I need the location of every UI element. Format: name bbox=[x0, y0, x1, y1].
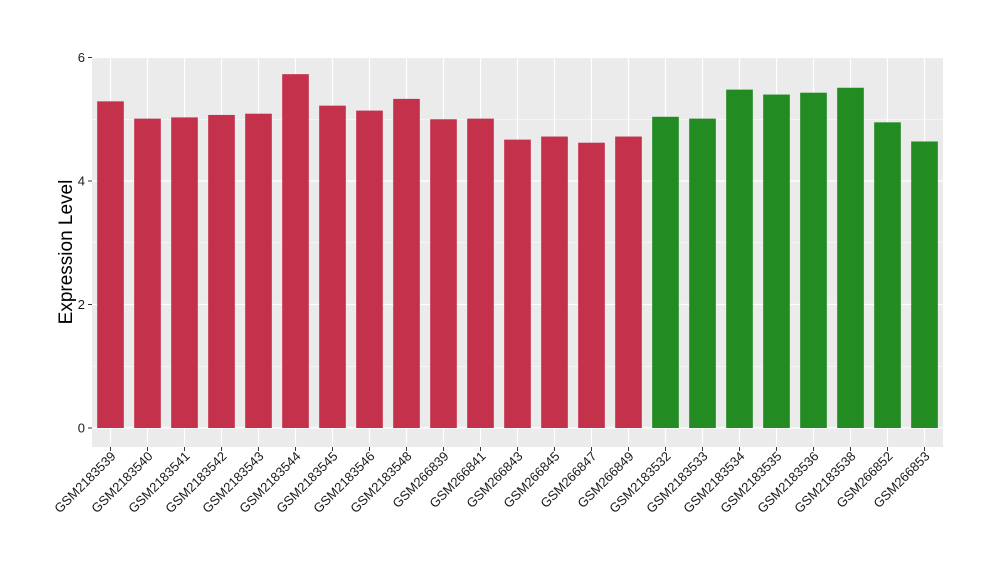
bar bbox=[874, 122, 901, 429]
y-axis: 0 2 4 6 bbox=[78, 50, 92, 436]
y-axis-title: Expression Level bbox=[56, 180, 77, 325]
y-tick-label: 4 bbox=[78, 174, 85, 189]
y-tick-label: 0 bbox=[78, 421, 85, 436]
bar bbox=[97, 101, 124, 428]
bar bbox=[319, 105, 346, 428]
bar bbox=[504, 139, 531, 428]
bar bbox=[837, 87, 864, 428]
bar bbox=[430, 119, 457, 428]
bar bbox=[208, 114, 235, 429]
bar bbox=[467, 118, 494, 428]
bar bbox=[393, 98, 420, 428]
bar bbox=[726, 89, 753, 429]
bar bbox=[689, 118, 716, 428]
bar bbox=[652, 116, 679, 428]
y-tick-label: 6 bbox=[78, 50, 85, 65]
bar bbox=[763, 94, 790, 429]
bar bbox=[134, 118, 161, 428]
y-tick-label: 2 bbox=[78, 297, 85, 312]
bars bbox=[97, 74, 938, 429]
bar bbox=[541, 136, 568, 429]
bar bbox=[578, 142, 605, 428]
x-axis: GSM2183539GSM2183540GSM2183541GSM2183542… bbox=[51, 447, 933, 516]
bar bbox=[245, 113, 272, 428]
bar bbox=[356, 110, 383, 428]
bar bbox=[800, 92, 827, 428]
bar bbox=[911, 141, 938, 429]
bar bbox=[282, 74, 309, 429]
bar bbox=[171, 117, 198, 429]
bar bbox=[615, 136, 642, 429]
